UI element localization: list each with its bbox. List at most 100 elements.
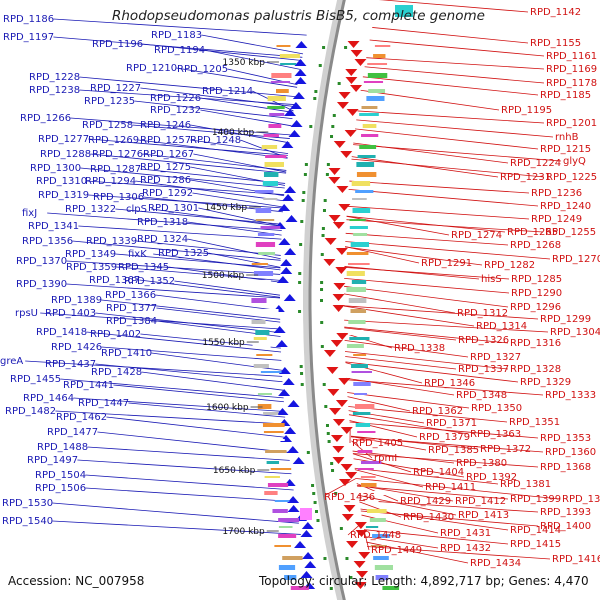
- gc-tick: [300, 365, 303, 368]
- reverse-gene-arrow: [345, 77, 357, 84]
- gene-label-left: RPD_1366: [105, 290, 156, 301]
- gene-label-left: RPD_1504: [35, 470, 86, 481]
- gc-tick: [319, 64, 322, 67]
- forward-gene-arrow: [293, 92, 305, 99]
- gene-label-right: RPD_1379: [419, 432, 470, 443]
- forward-gene-arrow: [295, 69, 307, 76]
- reverse-gene-arrow: [332, 446, 344, 453]
- gene-label-right: RPD_1255: [545, 227, 596, 238]
- genome-map-svg: 1350 kbp1400 kbp1450 kbp1500 kbp1550 kbp…: [0, 0, 600, 600]
- cog-block: [352, 371, 372, 373]
- gene-label-right: RPD_1430: [403, 512, 454, 523]
- reverse-gene-arrow: [329, 215, 341, 222]
- gene-label-left: RPD_1322: [65, 204, 116, 215]
- gene-label-right: RPD_1155: [530, 38, 581, 49]
- cog-block: [268, 96, 286, 101]
- gene-label-right: RPD_1312: [457, 308, 508, 319]
- gene-label-left: RPD_1294: [85, 176, 136, 187]
- forward-gene-arrow: [283, 378, 295, 385]
- cog-block: [265, 450, 286, 453]
- cog-block: [350, 226, 368, 229]
- cog-block: [349, 298, 367, 303]
- gene-label-left: RPD_1238: [29, 85, 80, 96]
- gene-label-left: RPD_1455: [10, 374, 61, 385]
- map-title: Rhodopseudomonas palustris BisB5, comple…: [112, 8, 485, 24]
- cog-block: [352, 280, 366, 284]
- gene-label-right: RPD_1385: [428, 445, 479, 456]
- gene-label-left: RPD_1310: [36, 176, 87, 187]
- gene-label-right: RPD_1405: [352, 438, 403, 449]
- cog-block: [254, 364, 269, 368]
- reverse-gene-arrow: [350, 85, 362, 92]
- gc-tick: [327, 163, 330, 166]
- forward-gene-arrow: [295, 41, 307, 48]
- cog-block: [350, 219, 366, 221]
- gene-label-right: RPD_1314: [476, 321, 527, 332]
- reverse-gene-arrow: [326, 367, 338, 374]
- cog-block: [276, 89, 289, 93]
- gc-tick: [323, 209, 326, 212]
- gene-label-right: RPD_1411: [425, 482, 476, 493]
- reverse-gene-arrow: [329, 408, 341, 415]
- gene-label-right: RPD_1285: [511, 274, 562, 285]
- gene-label-left: RPD_1390: [16, 279, 67, 290]
- gc-tick: [338, 82, 341, 85]
- gene-label-right: RPD_1415: [510, 539, 561, 550]
- gene-label-left: RPD_1402: [90, 329, 141, 340]
- reverse-gene-arrow: [354, 59, 366, 66]
- gene-label-left: RPD_1267: [143, 149, 194, 160]
- cog-block: [362, 106, 378, 109]
- gc-tick: [340, 527, 343, 530]
- reverse-gene-arrow: [348, 41, 360, 48]
- gene-label-left: RPD_1287: [90, 164, 141, 175]
- cog-block: [353, 382, 370, 386]
- forward-gene-arrow: [276, 408, 288, 415]
- gc-tick: [321, 345, 324, 348]
- gc-tick: [323, 383, 326, 386]
- gene-label-left: RPD_1352: [124, 276, 175, 287]
- reverse-gene-arrow: [344, 505, 356, 512]
- gc-tick: [312, 492, 315, 495]
- reverse-gene-arrow: [325, 238, 337, 245]
- connector-right: [363, 77, 538, 95]
- forward-gene-arrow: [288, 400, 300, 407]
- reverse-gene-arrow: [338, 204, 350, 211]
- cog-block: [278, 534, 296, 538]
- forward-gene-arrow: [274, 326, 286, 333]
- cog-block: [268, 483, 288, 487]
- cog-block: [361, 134, 378, 137]
- gc-tick: [298, 310, 301, 313]
- gene-label-right: RPD_1449: [371, 545, 422, 556]
- cog-block: [252, 320, 266, 324]
- cog-block: [352, 181, 370, 186]
- cog-block: [268, 124, 281, 128]
- cog-block: [261, 371, 282, 373]
- gene-label-right: RPD_1304: [550, 327, 600, 338]
- cog-block: [278, 518, 299, 522]
- topology-summary: Topology: circular; Length: 4,892,717 bp…: [259, 574, 589, 588]
- gc-tick: [320, 281, 323, 284]
- gc-tick: [323, 557, 326, 560]
- reverse-gene-arrow: [341, 464, 353, 471]
- gene-label-left: RPD_1210: [126, 63, 177, 74]
- reverse-gene-arrow: [347, 109, 359, 116]
- cog-block: [251, 298, 266, 303]
- forward-gene-arrow: [284, 294, 296, 301]
- gene-label-right: RPD_1371: [426, 418, 477, 429]
- gene-label-right: RPD_1249: [531, 214, 582, 225]
- forward-gene-arrow: [300, 530, 312, 537]
- cog-block: [259, 309, 278, 313]
- gene-label-left: RPD_1325: [158, 248, 209, 259]
- connector-right: [370, 40, 544, 56]
- cog-block: [271, 73, 291, 78]
- gc-tick: [324, 199, 327, 202]
- gene-label-right: RPD_1351: [509, 417, 560, 428]
- gc-tick: [330, 462, 333, 465]
- gene-label-left: RPD_1269: [88, 135, 139, 146]
- gc-tick: [298, 281, 301, 284]
- cog-block: [256, 354, 272, 356]
- gene-label-right: RPD_1161: [546, 51, 597, 62]
- forward-gene-arrow: [302, 552, 314, 559]
- gc-tick: [330, 135, 333, 138]
- gene-label-left: RPD_1292: [142, 188, 193, 199]
